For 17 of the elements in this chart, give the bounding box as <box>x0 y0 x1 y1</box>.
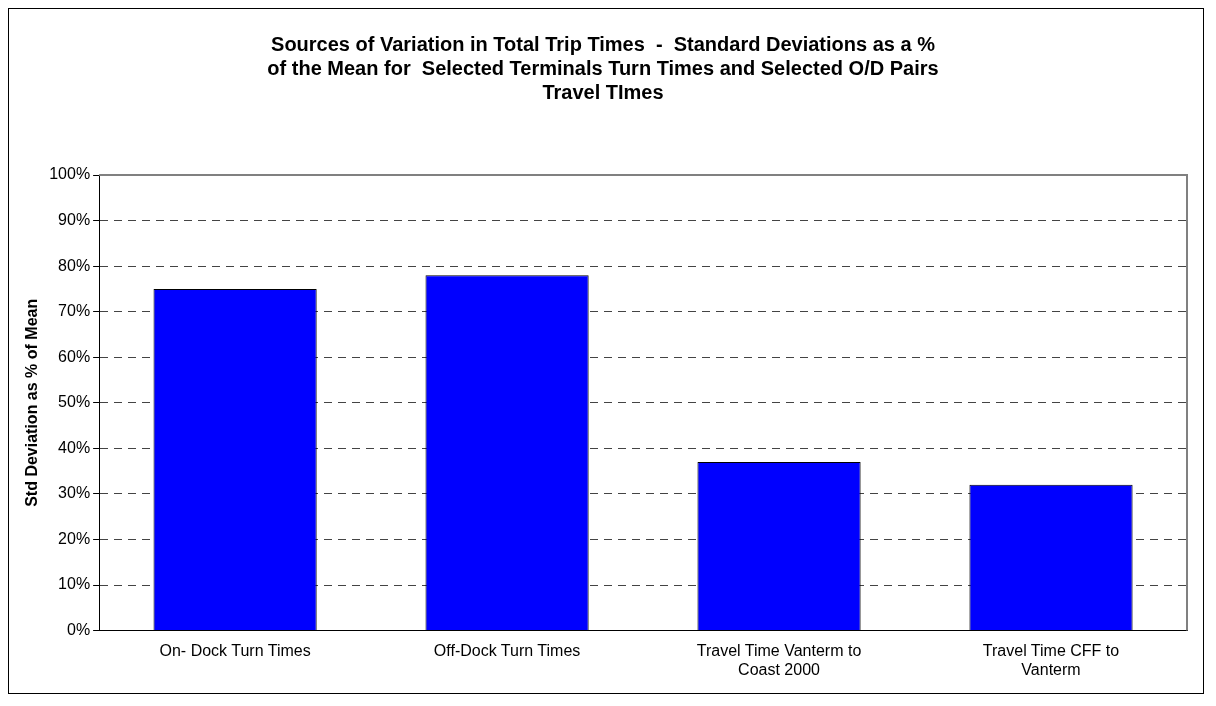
y-tick-label: 100% <box>49 165 91 183</box>
y-tick-label: 90% <box>58 210 91 228</box>
y-tick-label: 40% <box>58 438 91 456</box>
chart-title: Sources of Variation in Total Trip Times - Standard Deviations as a % of the Mean for Selected Terminals Turn Times and Selected O/D Pairs Travel TImes <box>267 32 939 103</box>
y-tick-label: 60% <box>58 347 91 365</box>
x-tick-label: On- Dock Turn Times <box>159 641 311 659</box>
x-tick-label: Travel Time Vanterm to Coast 2000 <box>696 641 862 678</box>
x-tick-label: Travel Time CFF to Vanterm <box>982 641 1120 678</box>
x-tick-label: Off-Dock Turn Times <box>433 641 581 659</box>
y-tick-label: 10% <box>58 575 91 593</box>
y-tick-label: 30% <box>58 484 91 502</box>
y-tick-label: 0% <box>67 621 91 639</box>
y-tick-label: 50% <box>58 393 91 411</box>
y-tick-label: 70% <box>58 302 91 320</box>
y-axis-title: Std Deviation as % of Mean <box>23 298 41 507</box>
y-tick-label: 20% <box>58 529 91 547</box>
y-tick-label: 80% <box>58 256 91 274</box>
